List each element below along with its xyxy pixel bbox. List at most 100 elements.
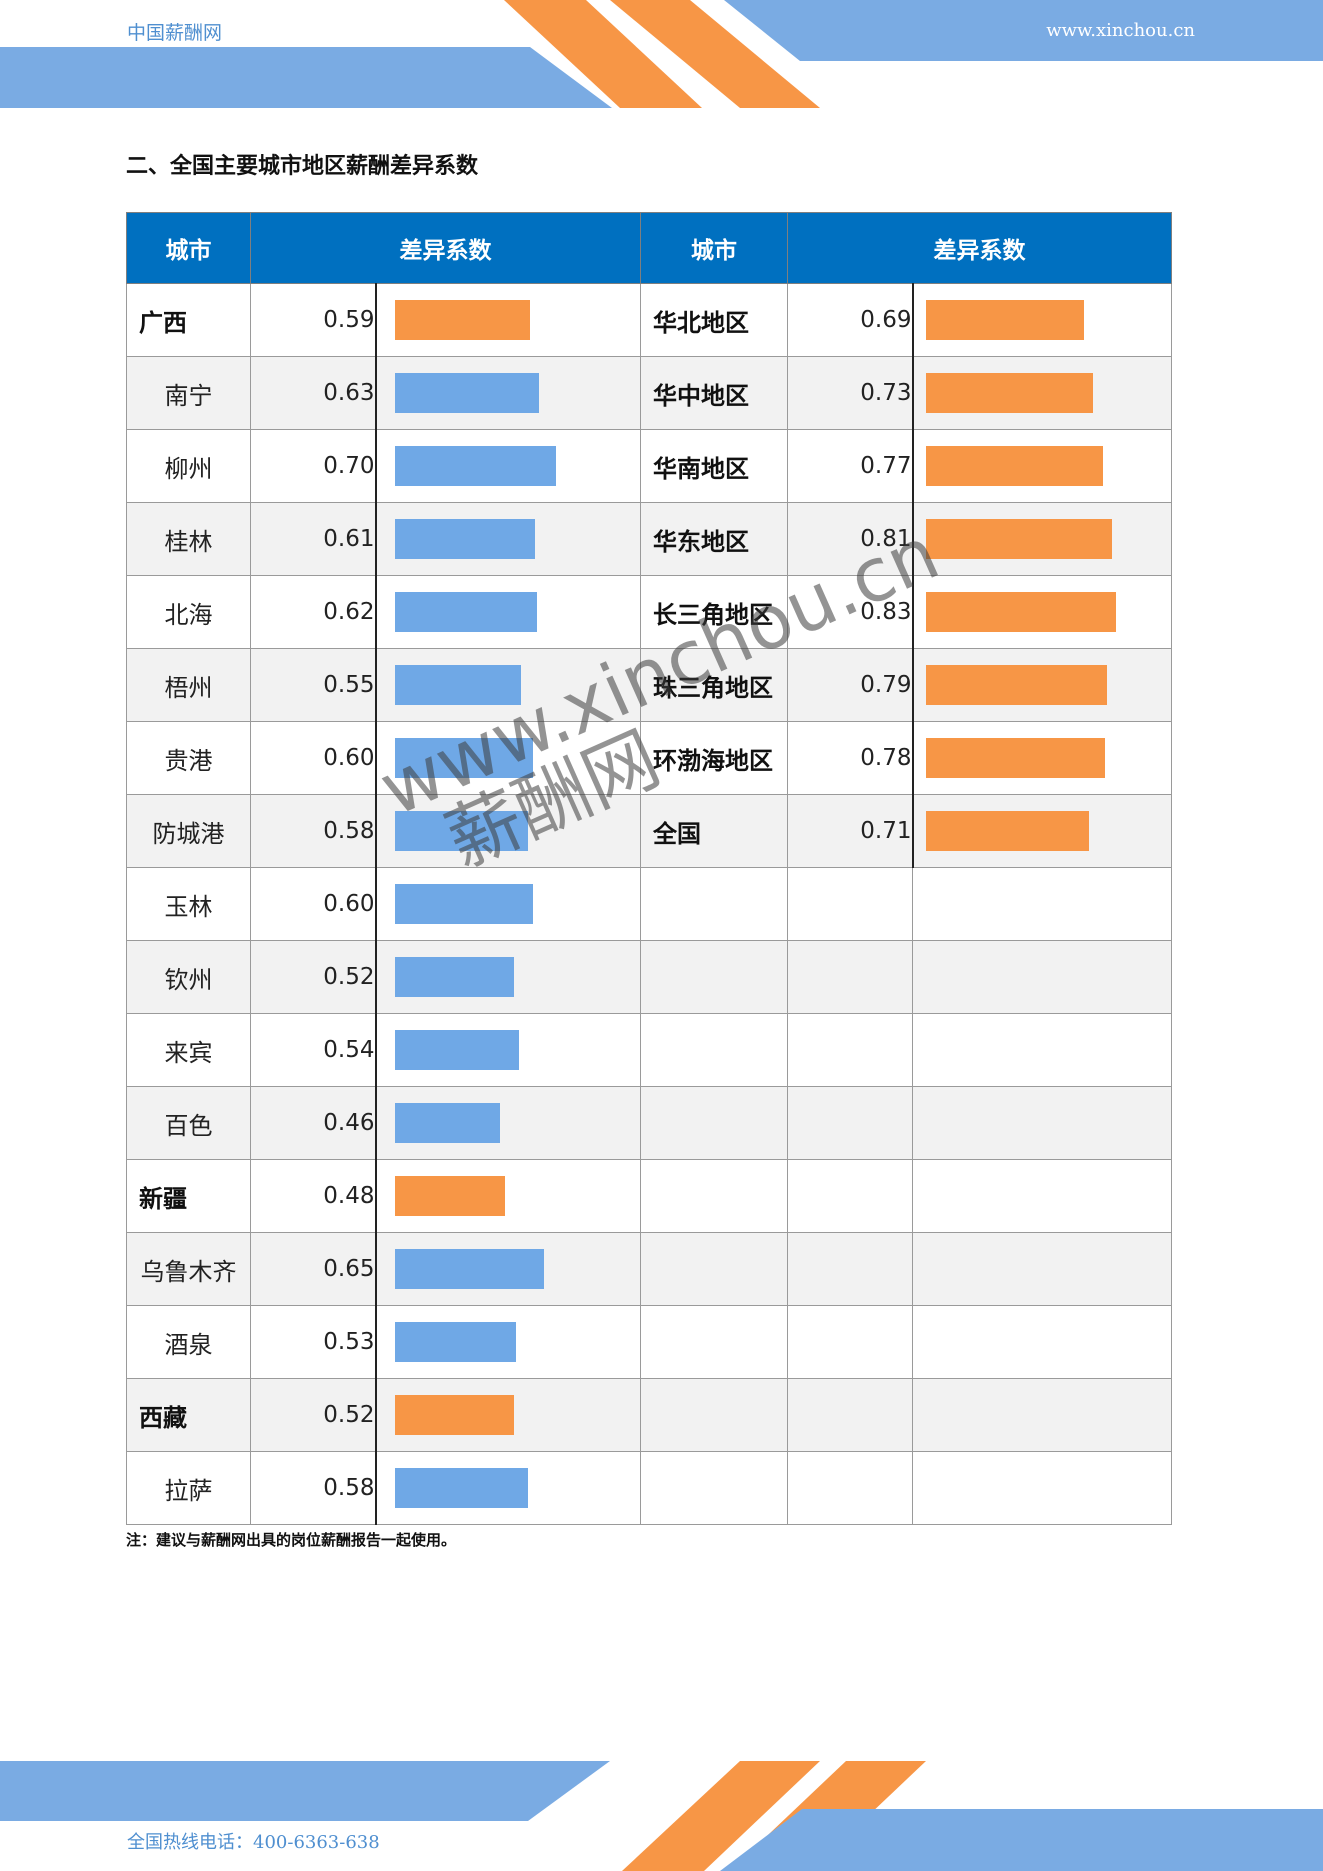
coefficient-bar	[394, 592, 538, 632]
region-name: 全国	[640, 794, 788, 868]
coefficient-value: 0.78	[787, 721, 913, 795]
coefficient-value: 0.83	[787, 575, 913, 649]
coefficient-bar	[394, 446, 556, 486]
city-name: 防城港	[126, 794, 251, 868]
bar-cell	[374, 429, 641, 503]
region-name: 长三角地区	[640, 575, 788, 649]
coefficient-value: 0.73	[787, 356, 913, 430]
bar-cell	[911, 356, 1172, 430]
table-row: 乌鲁木齐 0.65	[126, 1232, 1172, 1306]
empty-cell	[912, 1232, 1172, 1306]
bar-cell	[374, 794, 641, 868]
header-city-left: 城市	[126, 212, 251, 284]
region-name: 华中地区	[640, 356, 788, 430]
bar-cell	[374, 1451, 641, 1525]
coefficient-value: 0.71	[787, 794, 913, 868]
header-coef-left: 差异系数	[250, 212, 641, 284]
region-name: 珠三角地区	[640, 648, 788, 722]
empty-cell	[787, 1159, 913, 1233]
coefficient-value: 0.53	[250, 1305, 376, 1379]
coefficient-bar	[394, 665, 521, 705]
coefficient-bar	[394, 1395, 515, 1435]
table-row: 北海 0.62 长三角地区 0.83	[126, 575, 1172, 649]
region-name: 新疆	[126, 1159, 251, 1233]
region-name: 西藏	[126, 1378, 251, 1452]
bar-cell	[374, 867, 641, 941]
table-body: 广西 0.59 华北地区 0.69 南宁 0.63 华中地区 0.73 柳州 0.70 华南地区 0.…	[126, 283, 1172, 1525]
city-name: 梧州	[126, 648, 251, 722]
coefficient-bar	[925, 446, 1103, 486]
table-row: 玉林 0.60	[126, 867, 1172, 941]
region-name: 华东地区	[640, 502, 788, 576]
table-row: 柳州 0.70 华南地区 0.77	[126, 429, 1172, 503]
bar-cell	[911, 794, 1172, 868]
empty-cell	[640, 940, 788, 1014]
bar-cell	[374, 1378, 641, 1452]
coefficient-table: 城市 差异系数 城市 差异系数 广西 0.59 华北地区 0.69 南宁 0.63 华中地区…	[126, 212, 1172, 1525]
coefficient-value: 0.60	[250, 867, 376, 941]
coefficient-bar	[394, 738, 533, 778]
coefficient-value: 0.61	[250, 502, 376, 576]
coefficient-value: 0.54	[250, 1013, 376, 1087]
empty-cell	[640, 1159, 788, 1233]
coefficient-bar	[394, 1030, 519, 1070]
empty-cell	[787, 1232, 913, 1306]
bar-cell	[374, 283, 641, 357]
table-row: 酒泉 0.53	[126, 1305, 1172, 1379]
region-name: 环渤海地区	[640, 721, 788, 795]
bar-cell	[911, 575, 1172, 649]
header-decoration	[0, 0, 1323, 108]
coefficient-bar	[925, 738, 1105, 778]
empty-cell	[787, 867, 913, 941]
city-name: 柳州	[126, 429, 251, 503]
table-row: 拉萨 0.58	[126, 1451, 1172, 1525]
city-name: 贵港	[126, 721, 251, 795]
table-row: 广西 0.59 华北地区 0.69	[126, 283, 1172, 357]
empty-cell	[912, 1159, 1172, 1233]
table-row: 钦州 0.52	[126, 940, 1172, 1014]
empty-cell	[787, 1451, 913, 1525]
section-title: 二、全国主要城市地区薪酬差异系数	[126, 154, 479, 179]
table-row: 新疆 0.48	[126, 1159, 1172, 1233]
bar-cell	[374, 721, 641, 795]
table-row: 防城港 0.58 全国 0.71	[126, 794, 1172, 868]
table-row: 西藏 0.52	[126, 1378, 1172, 1452]
coefficient-bar	[394, 1176, 505, 1216]
empty-cell	[912, 1013, 1172, 1087]
empty-cell	[912, 940, 1172, 1014]
empty-cell	[912, 1378, 1172, 1452]
region-name: 华南地区	[640, 429, 788, 503]
city-name: 钦州	[126, 940, 251, 1014]
coefficient-bar	[394, 300, 531, 340]
footer-decoration	[0, 1761, 1323, 1871]
coefficient-bar	[394, 957, 515, 997]
coefficient-bar	[394, 373, 540, 413]
coefficient-value: 0.65	[250, 1232, 376, 1306]
empty-cell	[640, 1013, 788, 1087]
table-row: 来宾 0.54	[126, 1013, 1172, 1087]
brand-name: 中国薪酬网	[127, 22, 223, 44]
bar-cell	[374, 1305, 641, 1379]
coefficient-value: 0.70	[250, 429, 376, 503]
bar-cell	[374, 648, 641, 722]
empty-cell	[787, 1013, 913, 1087]
bar-cell	[374, 356, 641, 430]
coefficient-value: 0.58	[250, 1451, 376, 1525]
coefficient-bar	[925, 592, 1117, 632]
city-name: 乌鲁木齐	[126, 1232, 251, 1306]
bar-cell	[911, 283, 1172, 357]
hotline-phone: 全国热线电话：400-6363-638	[127, 1832, 380, 1853]
coefficient-value: 0.81	[787, 502, 913, 576]
empty-cell	[912, 1086, 1172, 1160]
region-name: 广西	[126, 283, 251, 357]
city-name: 来宾	[126, 1013, 251, 1087]
coefficient-value: 0.48	[250, 1159, 376, 1233]
coefficient-bar	[925, 300, 1085, 340]
bar-cell	[911, 648, 1172, 722]
table-row: 百色 0.46	[126, 1086, 1172, 1160]
empty-cell	[787, 1305, 913, 1379]
empty-cell	[787, 1378, 913, 1452]
table-row: 桂林 0.61 华东地区 0.81	[126, 502, 1172, 576]
site-url[interactable]: www.xinchou.cn	[1046, 20, 1195, 41]
coefficient-bar	[925, 811, 1089, 851]
